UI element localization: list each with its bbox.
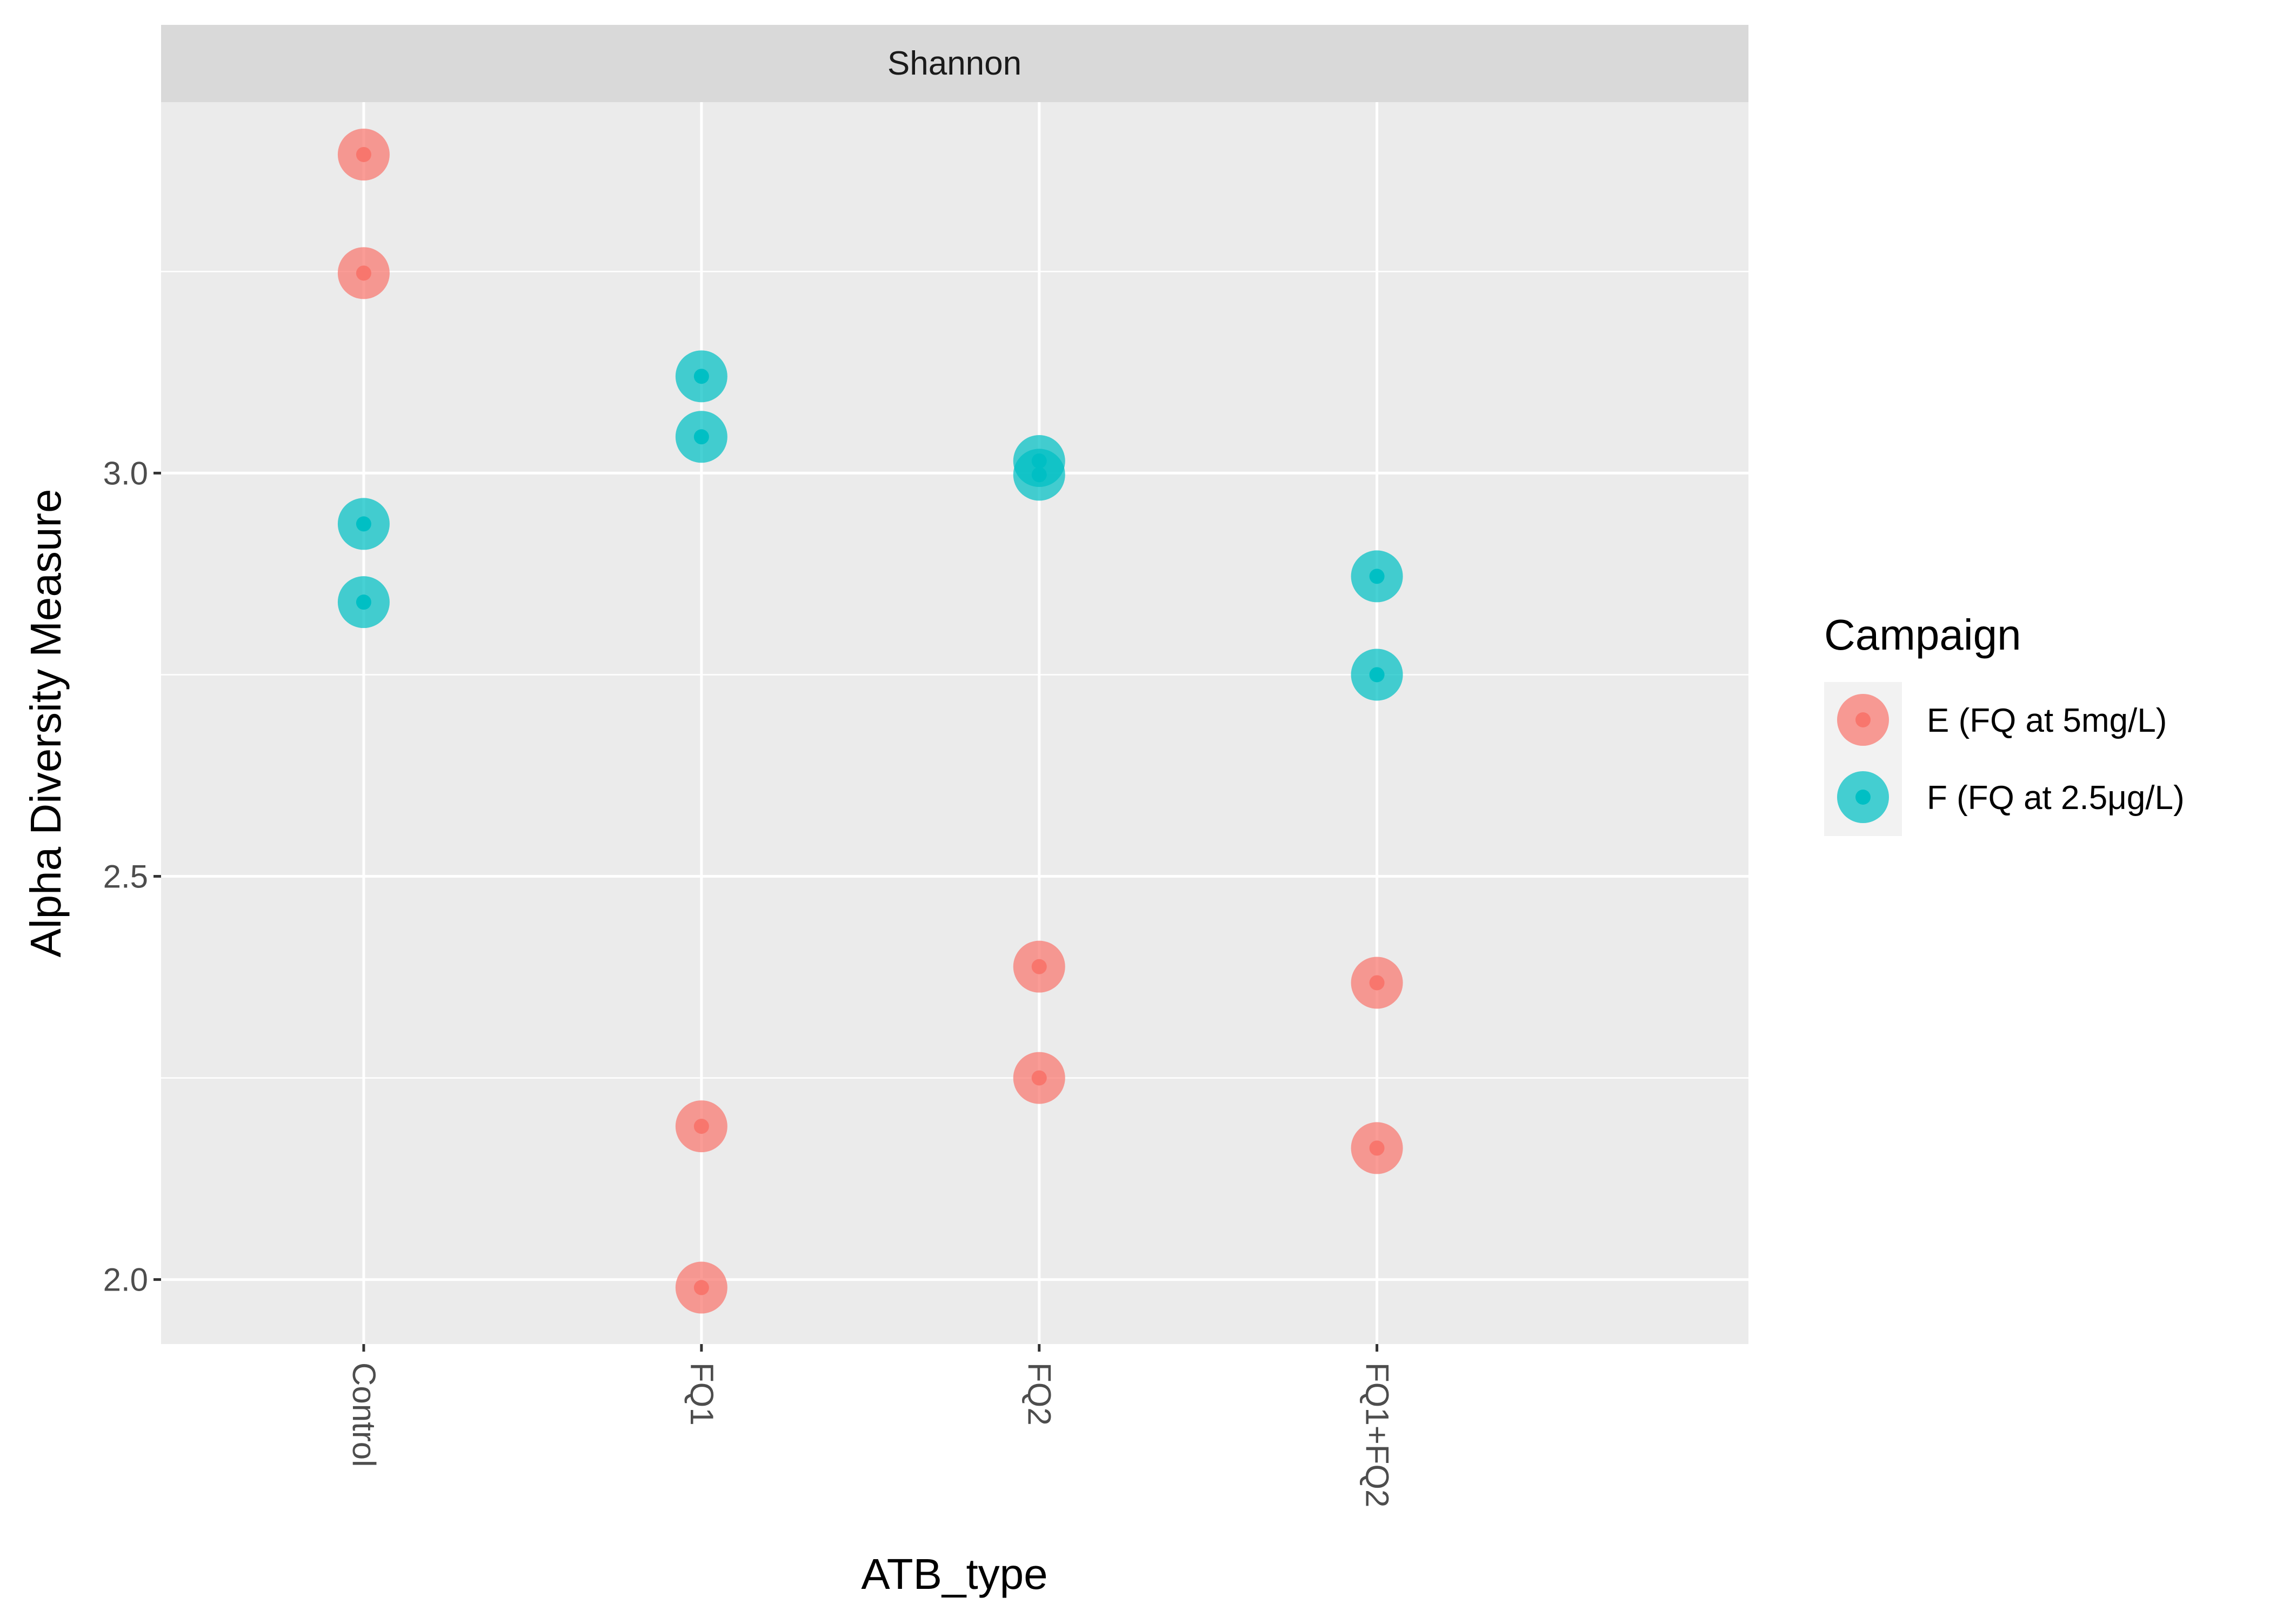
facet-strip-label: Shannon — [887, 45, 1021, 82]
legend-items: E (FQ at 5mg/L) F (FQ at 2.5μg/L) — [1837, 694, 2185, 823]
x-axis: Control FQ1 FQ2 FQ1+FQ2 — [346, 1344, 1396, 1507]
y-tick-label: 2.0 — [103, 1262, 148, 1298]
x-axis-title: ATB_type — [861, 1550, 1047, 1598]
data-point-center — [693, 1119, 709, 1134]
data-point-center — [1369, 667, 1385, 683]
y-axis: 2.0 2.5 3.0 — [103, 455, 161, 1298]
data-point-center — [693, 1280, 709, 1295]
x-tick-label: FQ1 — [684, 1362, 720, 1426]
data-point-center — [693, 429, 709, 445]
data-point-center — [1369, 569, 1385, 584]
x-tick-label: FQ1+FQ2 — [1359, 1362, 1396, 1507]
data-point-center — [1031, 1070, 1047, 1086]
data-point-center — [1369, 975, 1385, 991]
y-tick-label: 3.0 — [103, 455, 148, 491]
legend-key-center — [1855, 712, 1871, 727]
data-points — [337, 128, 1403, 1314]
data-point-center — [356, 516, 371, 532]
data-point-center — [693, 369, 709, 384]
legend-key-center — [1855, 790, 1871, 805]
data-point-center — [356, 146, 371, 162]
plot-panel — [161, 102, 1748, 1344]
legend-title: Campaign — [1824, 611, 2021, 659]
facet-strip — [161, 25, 1748, 102]
data-point-center — [1369, 1140, 1385, 1156]
legend-label: E (FQ at 5mg/L) — [1927, 702, 2167, 739]
legend: Campaign E (FQ at 5mg/L) F (FQ at 2.5μg/L… — [1824, 611, 2185, 836]
data-point-center — [356, 594, 371, 610]
legend-label: F (FQ at 2.5μg/L) — [1927, 779, 2185, 817]
x-tick-label: FQ2 — [1021, 1362, 1058, 1426]
x-tick-label: Control — [346, 1362, 382, 1467]
y-axis-title: Alpha Diversity Measure — [22, 489, 70, 958]
data-point-center — [1031, 467, 1047, 483]
minor-gridlines — [161, 271, 1748, 1079]
data-point-center — [1031, 959, 1047, 974]
y-tick-label: 2.5 — [103, 859, 148, 895]
data-point-center — [356, 265, 371, 281]
